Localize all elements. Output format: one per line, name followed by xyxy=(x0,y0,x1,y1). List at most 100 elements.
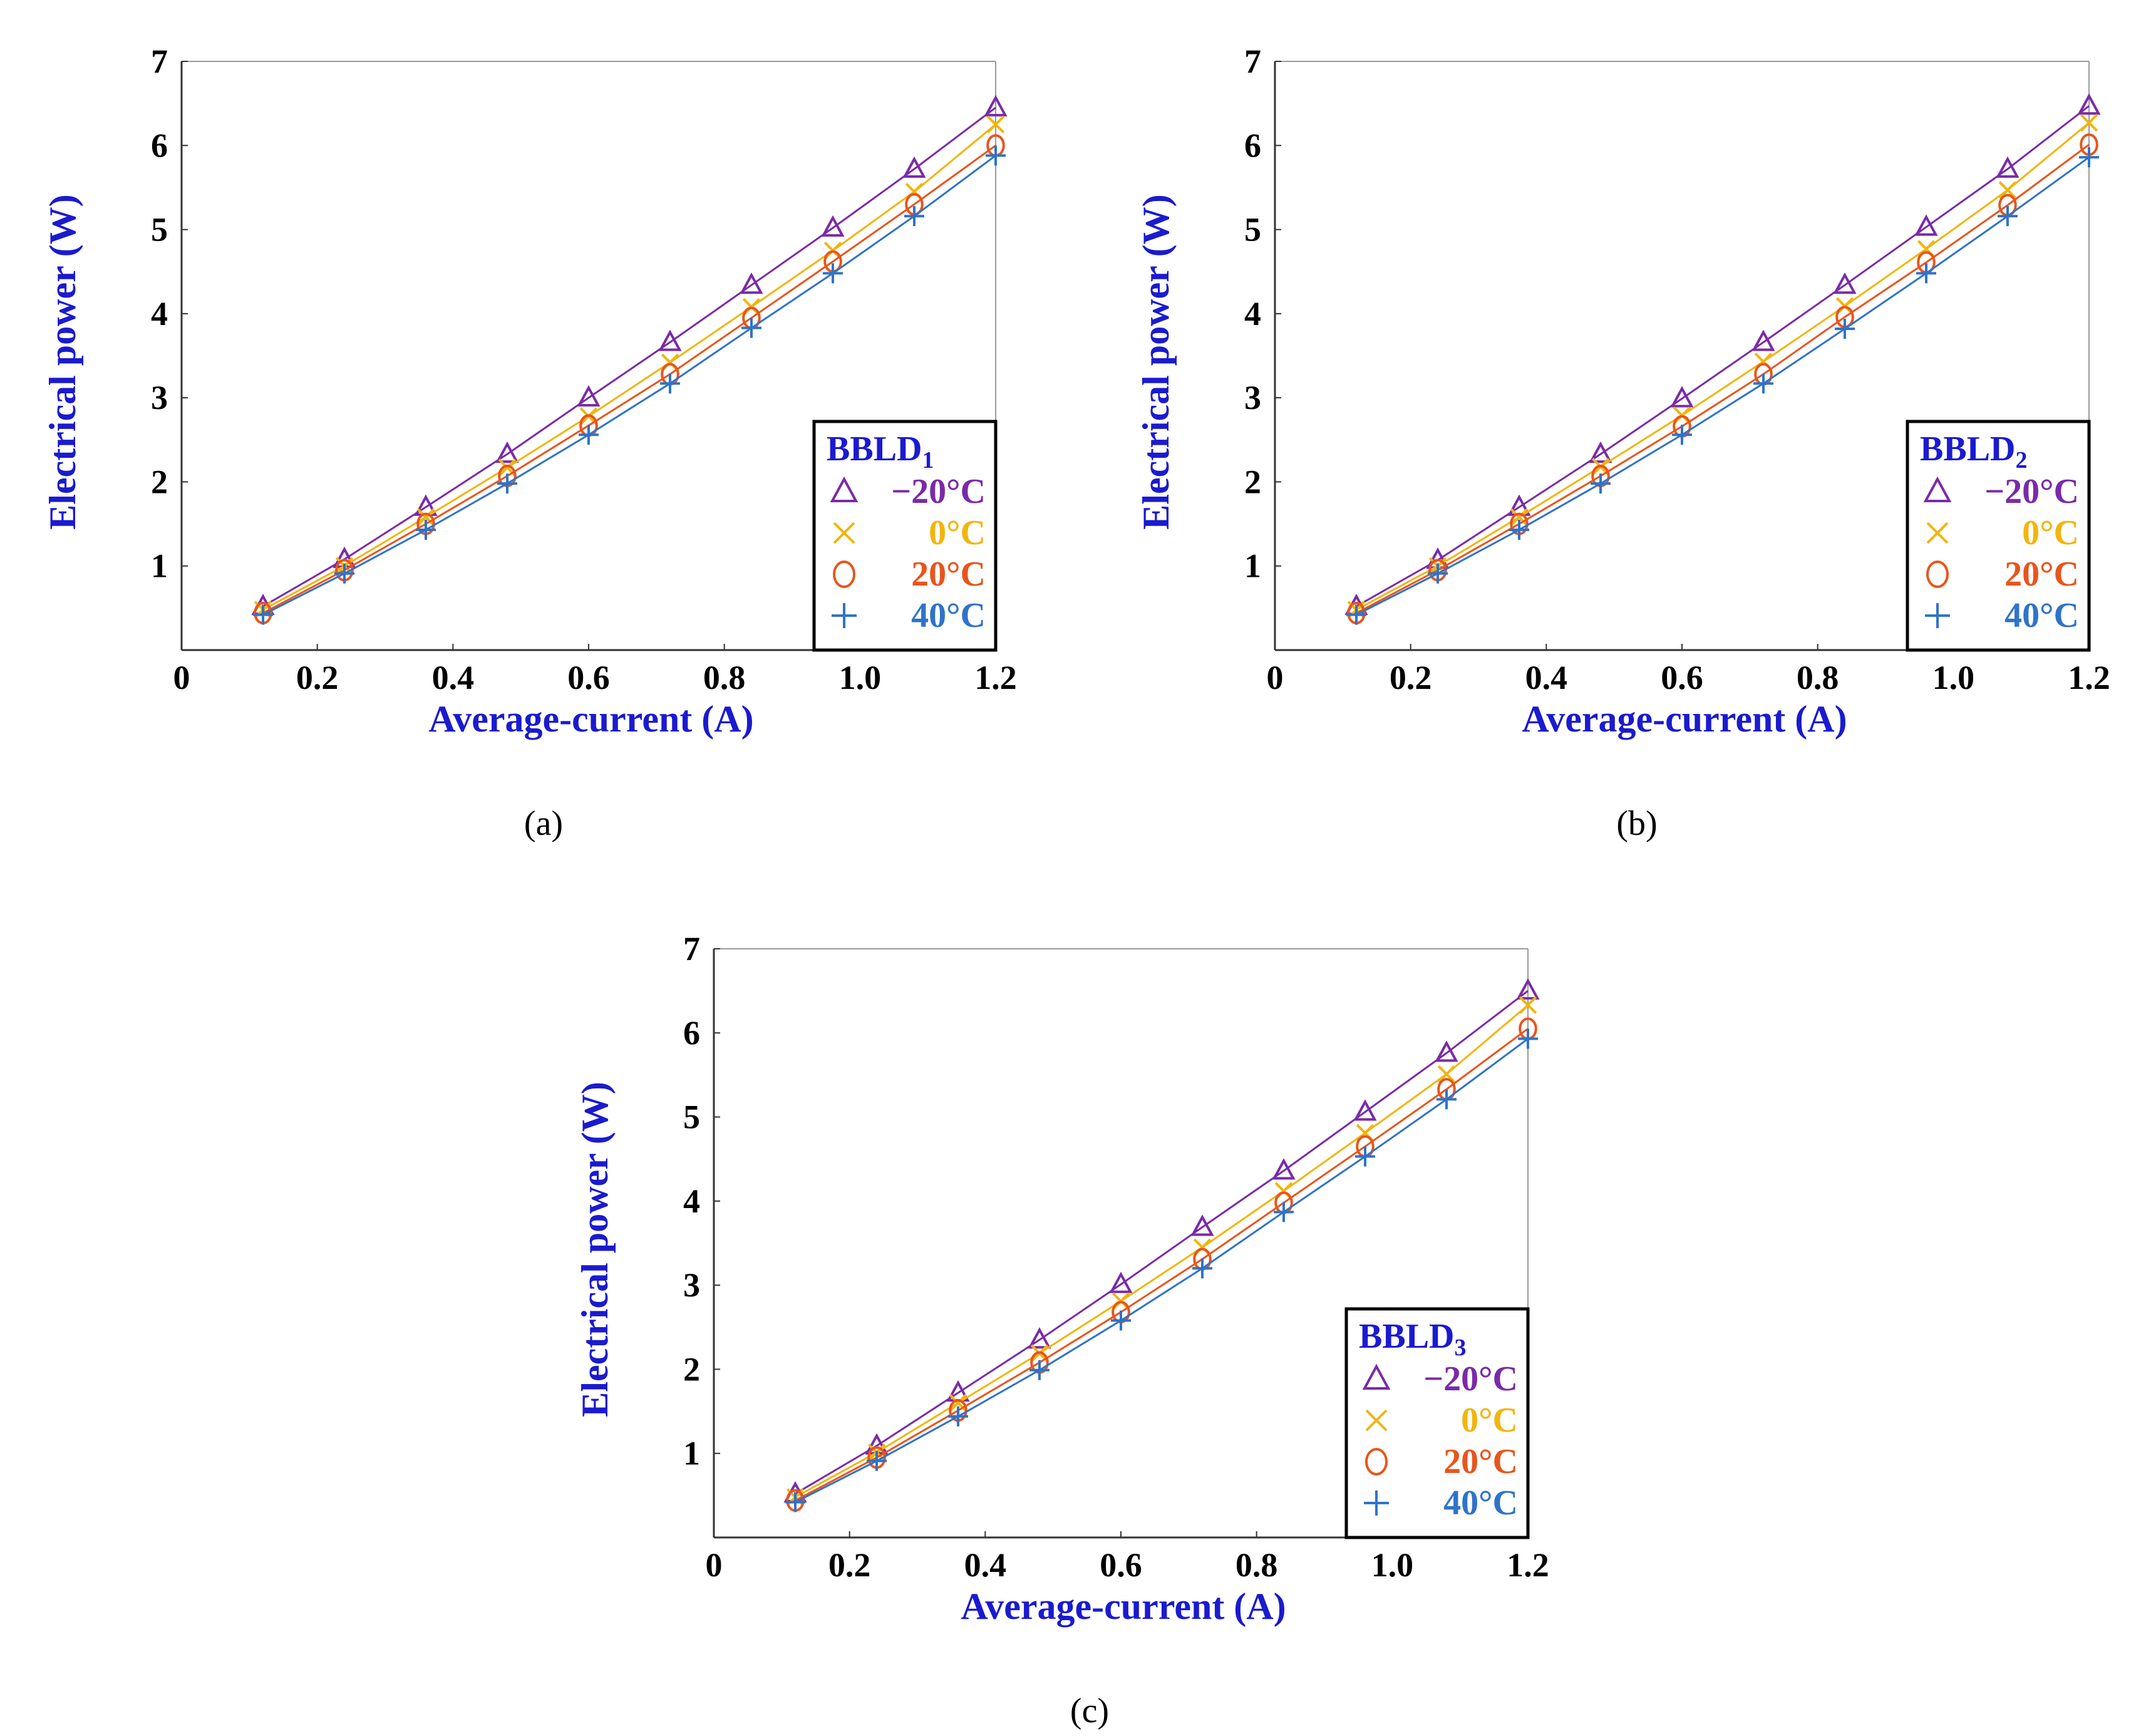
series-line-x xyxy=(795,1004,1529,1498)
x-tick-label: 0.6 xyxy=(1100,1546,1142,1584)
legend-label: −20°C xyxy=(891,472,986,511)
y-tick-label: 1 xyxy=(151,547,168,585)
x-tick-label: 0.6 xyxy=(1661,659,1703,696)
legend-marker-plus xyxy=(832,603,857,628)
data-point-x xyxy=(1437,1065,1456,1083)
data-point-plus xyxy=(1672,425,1692,445)
legend-label: 0°C xyxy=(929,514,986,552)
legend-marker-triangle xyxy=(1923,476,1952,502)
chart-panel-3: 0 0.2 0.4 0.6 0.8 1.0 1.2 1 2 3 4 5 6 7 Average-curren… xyxy=(574,930,1549,1730)
series-line-plus xyxy=(1356,156,2090,616)
series-line-circle xyxy=(1356,143,2090,614)
data-point-triangle xyxy=(984,95,1008,116)
data-point-plus xyxy=(948,1406,968,1427)
data-point-plus xyxy=(1509,519,1529,540)
data-point-plus xyxy=(823,263,843,284)
data-point-triangle xyxy=(577,385,601,407)
legend-marker-circle xyxy=(1926,561,1949,588)
x-tick-label: 0.4 xyxy=(1525,659,1568,696)
series-line-triangle xyxy=(1356,105,2090,607)
x-axis-label: Average-current (A) xyxy=(428,698,753,740)
data-point-x xyxy=(1998,181,2017,199)
data-point-triangle xyxy=(1435,1040,1458,1062)
legend-marker-x xyxy=(833,522,855,544)
y-axis-label: Electrical power (W) xyxy=(42,194,83,529)
data-point-triangle xyxy=(1516,978,1540,1000)
legend-title-subscript: 2 xyxy=(2016,447,2028,473)
legend-marker-circle xyxy=(833,561,855,588)
series-line-plus xyxy=(262,155,996,616)
legend: BBLD2−20°C0°C20°C40°C xyxy=(1906,420,2091,652)
data-point-x xyxy=(416,508,435,527)
data-point-plus xyxy=(497,473,517,494)
y-tick-label: 2 xyxy=(151,463,168,500)
legend-marker-x xyxy=(1926,522,1949,544)
x-tick-label: 1.2 xyxy=(1507,1546,1549,1584)
x-tick-label: 1.2 xyxy=(2068,659,2110,696)
x-tick-label: 0.2 xyxy=(828,1546,871,1584)
series-line-circle xyxy=(795,1028,1529,1502)
data-point-plus xyxy=(660,373,680,394)
data-point-triangle xyxy=(1996,156,2020,178)
legend-title-text: BBLD xyxy=(1359,1317,1455,1356)
legend-marker-triangle xyxy=(1362,1363,1391,1390)
data-point-plus xyxy=(1274,1202,1294,1222)
x-tick-label: 0 xyxy=(1267,659,1284,696)
legend-title: BBLD3 xyxy=(1359,1317,1467,1361)
data-point-plus xyxy=(867,1450,887,1471)
data-point-triangle xyxy=(1751,329,1775,351)
data-point-plus xyxy=(416,519,436,540)
data-point-triangle xyxy=(658,329,682,351)
data-point-plus xyxy=(1835,319,1855,339)
y-axis-label: Electrical power (W) xyxy=(574,1082,616,1417)
legend-label: 0°C xyxy=(1461,1401,1518,1440)
x-tick-label: 1.0 xyxy=(839,659,882,696)
data-point-plus xyxy=(741,318,761,338)
x-tick-label: 0.8 xyxy=(1235,1546,1278,1584)
x-tick-label: 0.4 xyxy=(964,1546,1007,1584)
data-point-triangle xyxy=(1833,272,1857,294)
data-point-plus xyxy=(1437,1089,1457,1110)
x-tick-label: 0.4 xyxy=(432,659,475,696)
data-point-triangle xyxy=(1914,214,1938,236)
legend-label: 40°C xyxy=(1443,1484,1518,1522)
legend-label: 40°C xyxy=(911,596,986,635)
data-point-plus xyxy=(1998,206,2018,227)
x-axis-label: Average-current (A) xyxy=(961,1586,1286,1627)
series-line-triangle xyxy=(795,989,1529,1495)
legend-marker-triangle xyxy=(830,476,859,502)
legend-marker-plus xyxy=(1364,1491,1389,1516)
data-point-plus xyxy=(2079,147,2099,168)
data-point-triangle xyxy=(1109,1271,1133,1293)
legend-title-subscript: 1 xyxy=(922,447,934,473)
series-line-triangle xyxy=(262,106,996,607)
legend: BBLD3−20°C0°C20°C40°C xyxy=(1344,1307,1530,1539)
data-point-triangle xyxy=(1670,386,1694,408)
y-tick-label: 1 xyxy=(1244,547,1261,585)
data-point-triangle xyxy=(495,441,519,463)
legend-label: −20°C xyxy=(1984,472,2079,511)
data-point-plus xyxy=(1355,1146,1375,1167)
data-point-triangle xyxy=(2077,93,2101,115)
y-tick-label: 3 xyxy=(151,379,168,416)
chart-panel-1: 0 0.2 0.4 0.6 0.8 1.0 1.2 1 2 3 4 5 6 7 Average-curren… xyxy=(42,43,1017,843)
y-tick-label: 4 xyxy=(151,295,168,333)
panel-caption: (c) xyxy=(1070,1692,1109,1730)
series-line-plus xyxy=(795,1038,1529,1503)
series-line-circle xyxy=(262,145,996,614)
y-tick-label: 5 xyxy=(151,211,168,249)
y-tick-label: 5 xyxy=(1244,211,1261,249)
y-tick-label: 7 xyxy=(1244,43,1261,80)
series-line-x xyxy=(262,123,996,611)
legend-label: 20°C xyxy=(1443,1442,1518,1481)
x-tick-label: 1.0 xyxy=(1371,1546,1414,1584)
chart-panel-2: 0 0.2 0.4 0.6 0.8 1.0 1.2 1 2 3 4 5 6 7 Average-curren… xyxy=(1135,43,2110,843)
data-point-plus xyxy=(1916,263,1936,284)
data-point-x xyxy=(986,115,1005,133)
data-point-triangle xyxy=(1589,441,1612,463)
x-axis-label: Average-current (A) xyxy=(1522,698,1847,740)
x-tick-label: 1.0 xyxy=(1932,659,1975,696)
data-point-triangle xyxy=(902,156,926,178)
legend-label: 0°C xyxy=(2022,514,2079,552)
